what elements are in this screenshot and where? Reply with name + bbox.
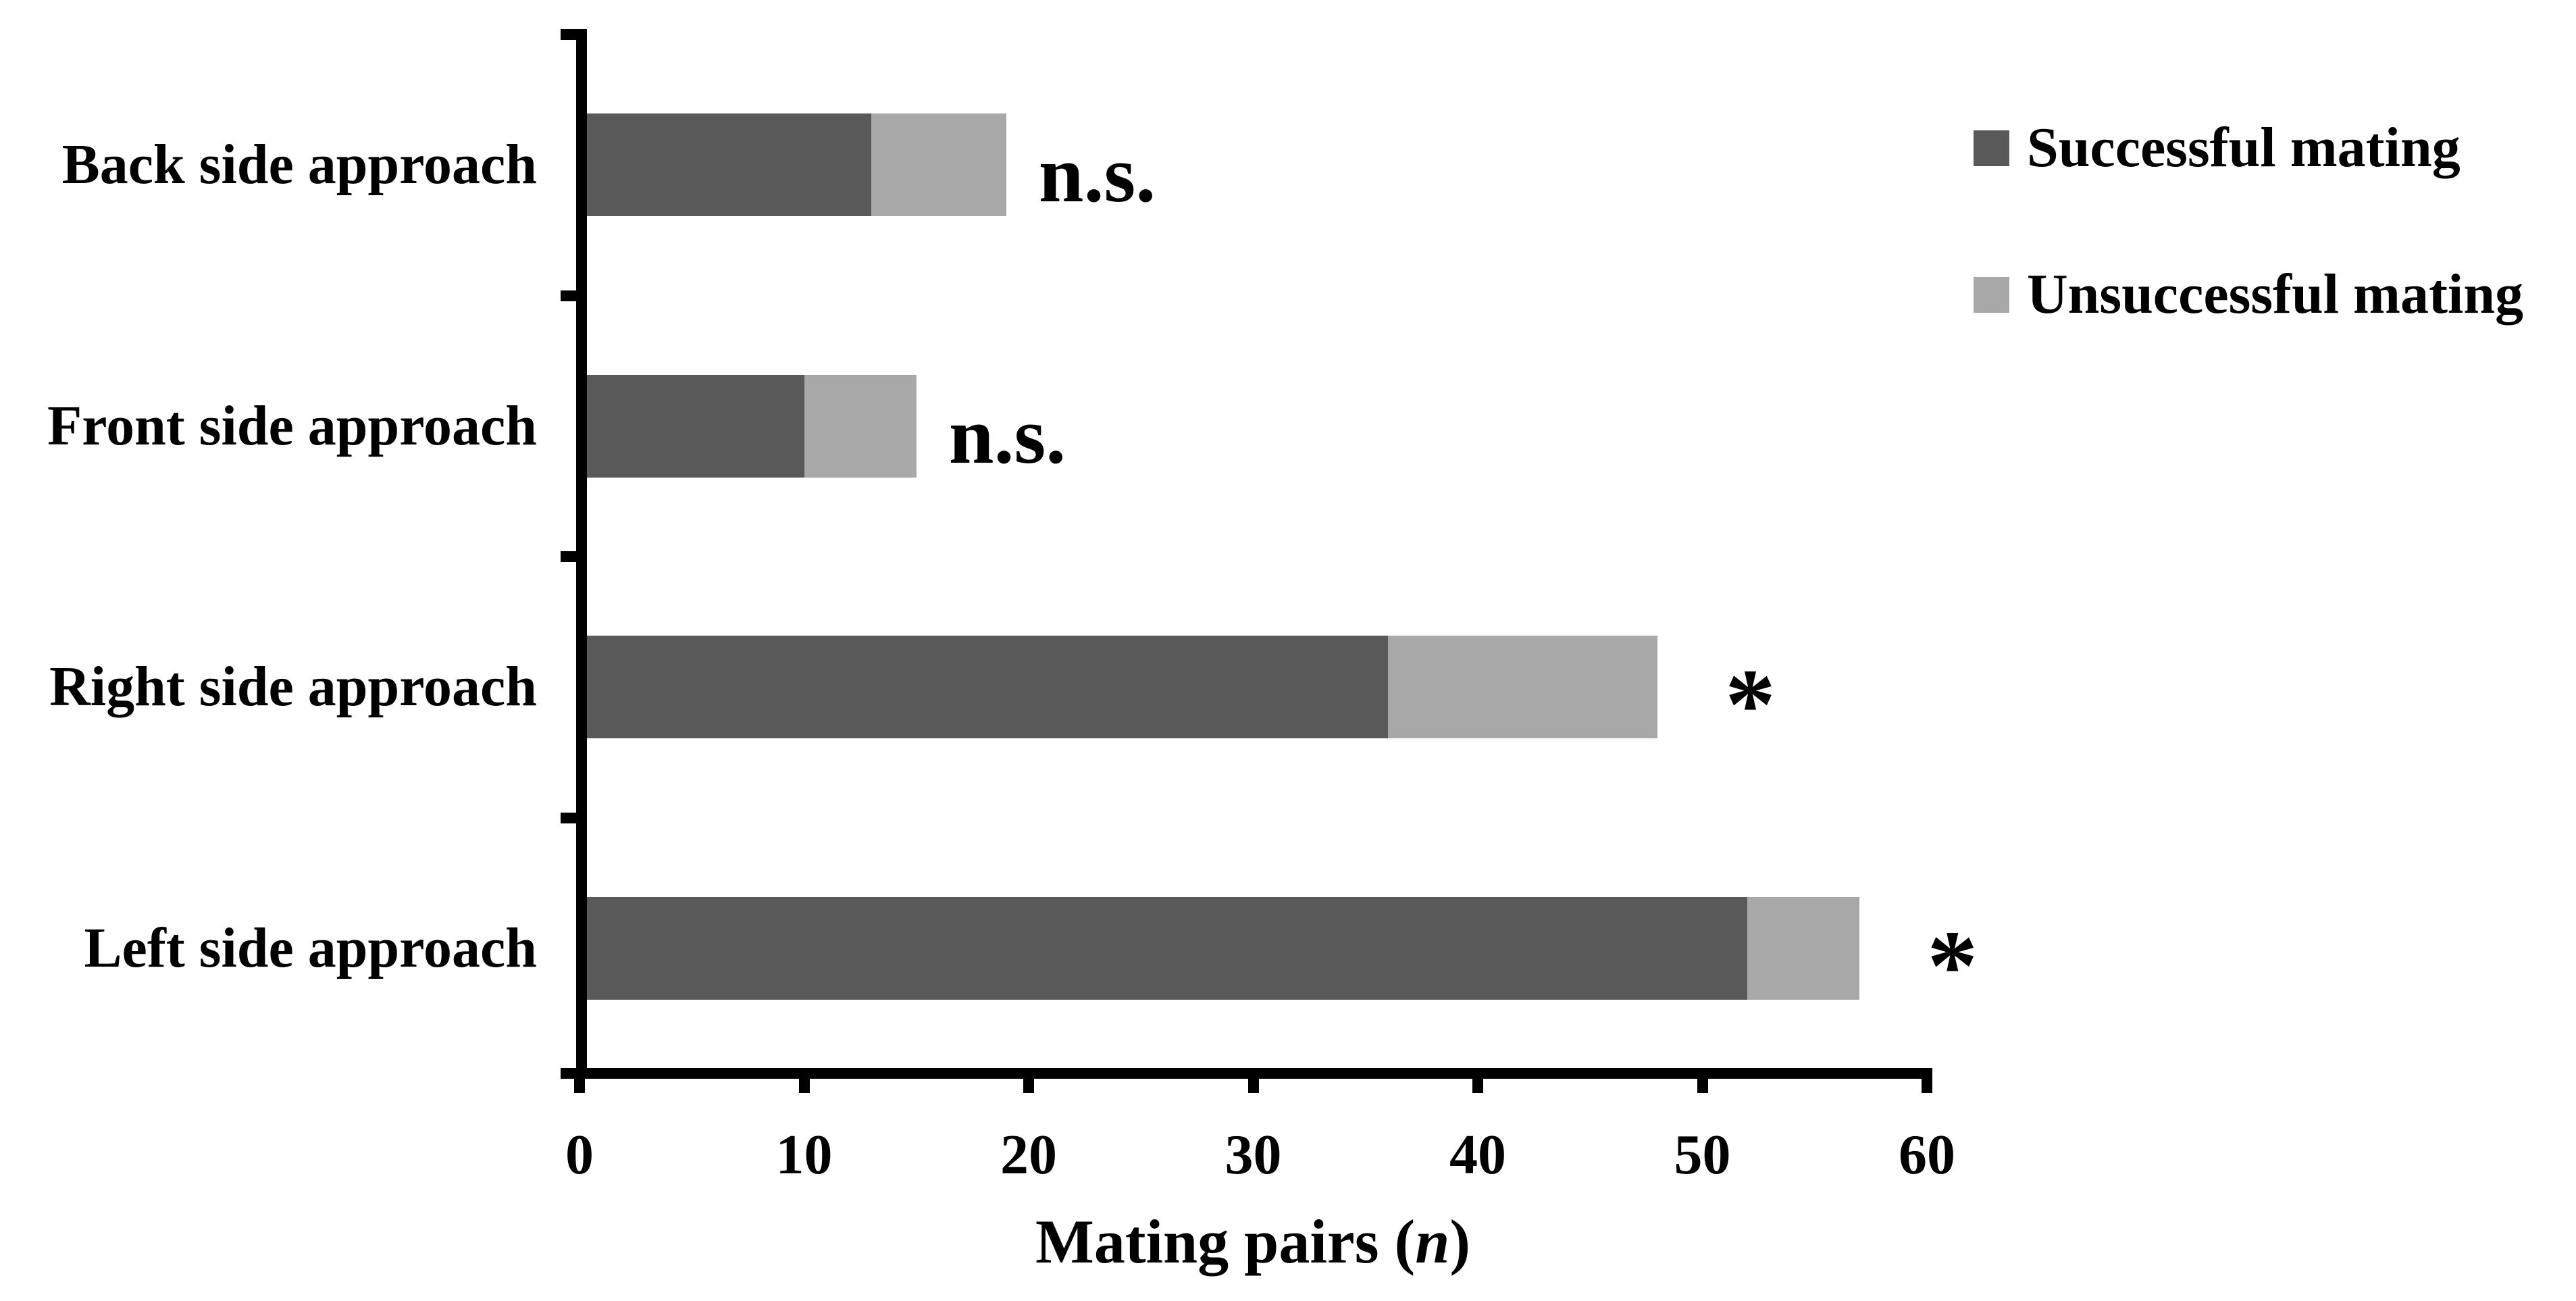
x-axis-title-prefix: Mating pairs ( (1035, 1207, 1416, 1276)
x-axis-title-suffix: ) (1449, 1207, 1470, 1276)
y-axis-tick (561, 551, 577, 562)
x-axis-tick (1247, 1079, 1259, 1093)
x-axis-tick (574, 1079, 585, 1093)
y-axis-tick (561, 812, 577, 823)
category-label: Left side approach (84, 916, 537, 979)
bar-segment-unsuccessful (804, 374, 917, 478)
legend-item-unsuccessful: Unsuccessful mating (1974, 259, 2523, 330)
bar-segment-successful (587, 374, 804, 478)
bar-segment-successful (587, 896, 1747, 1000)
x-axis-title-italic-n: n (1415, 1207, 1450, 1276)
bar-segment-successful (587, 636, 1388, 739)
x-axis-tick-label: 60 (1899, 1123, 1955, 1186)
category-label: Front side approach (47, 394, 537, 457)
x-axis-tick (1023, 1079, 1034, 1093)
x-axis-tick-label: 40 (1449, 1123, 1506, 1186)
x-axis-tick (798, 1079, 810, 1093)
legend-swatch-successful (1974, 130, 2009, 166)
y-axis-line (576, 29, 587, 1079)
category-label: Right side approach (49, 655, 537, 719)
bar-segment-unsuccessful (1388, 636, 1657, 739)
legend-swatch-unsuccessful (1974, 276, 2009, 313)
x-axis-title: Mating pairs (n) (848, 1210, 1658, 1273)
x-axis-tick (1922, 1079, 1932, 1093)
x-axis-line (561, 1068, 1932, 1079)
x-axis-tick-label: 50 (1674, 1123, 1731, 1186)
x-axis-tick (1697, 1079, 1708, 1093)
x-axis-tick-label: 0 (565, 1123, 594, 1186)
legend-label-unsuccessful: Unsuccessful mating (2027, 263, 2524, 326)
y-axis-tick (561, 290, 577, 301)
legend-item-successful: Successful mating (1974, 112, 2461, 184)
x-axis-tick-label: 10 (775, 1123, 833, 1186)
bar-segment-unsuccessful (1747, 896, 1860, 1000)
x-axis-tick-label: 20 (1000, 1123, 1057, 1186)
x-axis-tick-label: 30 (1225, 1123, 1282, 1186)
bar-segment-unsuccessful (871, 113, 1006, 217)
x-axis-tick (1472, 1079, 1483, 1093)
category-label: Back side approach (61, 133, 537, 197)
legend-label-successful: Successful mating (2027, 116, 2461, 179)
y-axis-tick (561, 29, 577, 40)
bar-segment-successful (587, 113, 872, 217)
